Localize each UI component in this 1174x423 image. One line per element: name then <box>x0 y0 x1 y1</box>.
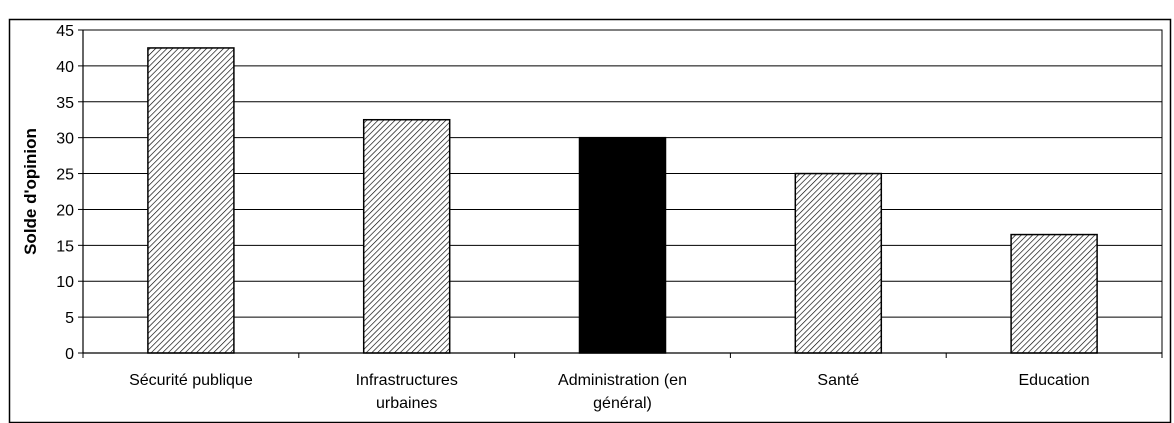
axes <box>78 29 1163 358</box>
y-tick-label: 25 <box>56 167 74 184</box>
y-tick-label: 20 <box>56 202 74 219</box>
y-tick-label: 10 <box>56 274 74 291</box>
bar <box>147 47 235 354</box>
bar <box>794 172 883 354</box>
x-tick-label: Infrastructures urbaines <box>356 372 458 412</box>
bar <box>1010 233 1098 354</box>
x-tick-label: Administration (en général) <box>558 372 687 412</box>
labels: 0 5 10 15 20 25 30 35 40 45 Sécurité publique Infra… <box>56 23 1089 412</box>
y-tick-label: 35 <box>56 95 74 112</box>
y-tick-label: 15 <box>56 238 74 255</box>
y-tick-label: 45 <box>56 23 74 40</box>
x-tick-label: Education <box>1019 372 1090 389</box>
x-tick-label: Santé <box>817 372 859 389</box>
y-tick-label: 40 <box>56 59 74 76</box>
y-tick-label: 0 <box>65 346 74 363</box>
bar <box>578 136 667 354</box>
y-tick-label: 30 <box>56 131 74 148</box>
bar <box>362 118 451 354</box>
y-axis-label: Solde d'opinion <box>21 128 40 255</box>
bars <box>147 47 1098 354</box>
x-tick-label: Sécurité publique <box>129 372 253 389</box>
y-tick-label: 5 <box>65 310 74 327</box>
